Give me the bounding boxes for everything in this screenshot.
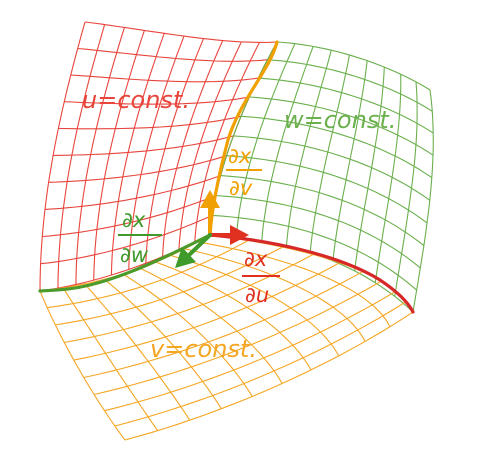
v-surface-grid-line (55, 246, 283, 326)
v-surface-grid-line (209, 234, 414, 313)
u-const-label: u=const. (82, 86, 190, 114)
v-surface-grid-line (139, 267, 283, 384)
u-surface-grid-line (42, 194, 217, 238)
w-surface-grid-line (209, 234, 414, 313)
v-surface-grid-line (114, 300, 407, 427)
u-surface-grid-line (44, 175, 221, 210)
u-surface-grid-line (70, 74, 259, 83)
v-surface-grid-line (155, 261, 312, 371)
u-surface-grid-line (110, 33, 165, 276)
dx-dw-label: ∂x ∂w (118, 208, 162, 267)
v-surface-grid-line (64, 254, 314, 344)
u-surface-grid-line (53, 135, 234, 156)
v-surface-grid-line (62, 287, 159, 431)
dx-dv-denominator: ∂v (229, 176, 253, 200)
v-const-surface-grid (39, 234, 414, 441)
v-surface-grid-line (197, 241, 391, 328)
w-surface-grid-line (276, 41, 431, 91)
u-surface-grid-line (48, 155, 227, 183)
w-surface-grid-line (215, 194, 421, 269)
v-surface-grid-line (170, 254, 340, 357)
dx-dv-arrow (200, 190, 220, 237)
w-coordinate-curve (38, 233, 212, 293)
v-surface-grid-line (122, 273, 253, 397)
dx-dw-numerator: ∂x (122, 208, 146, 232)
dx-dv-numerator: ∂x (228, 144, 252, 168)
u-surface-grid-line (209, 41, 278, 236)
w-const-label: w=const. (284, 106, 396, 134)
w-surface-grid-line (285, 50, 332, 247)
v-surface-grid-line (104, 278, 222, 409)
w-surface-grid-line (233, 135, 431, 201)
w-surface-grid-line (212, 214, 418, 291)
v-surface-grid-line (84, 283, 191, 421)
u-surface-grid-line (64, 96, 250, 105)
v-surface-grid-line (104, 290, 397, 412)
v-coordinate-curve (208, 40, 279, 237)
dx-du-numerator: ∂x (244, 247, 268, 271)
u-surface-grid-line (145, 38, 205, 264)
u-surface-grid-line (58, 115, 242, 130)
v-surface-grid-line (93, 280, 382, 396)
v-surface-grid-line (39, 290, 126, 441)
v-surface-grid-line (124, 311, 414, 441)
dx-du-denominator: ∂u (245, 283, 269, 307)
w-surface-grid-line (258, 77, 434, 134)
u-surface-grid-line (40, 214, 213, 265)
w-surface-grid-line (240, 115, 433, 179)
u-surface-grid-line (84, 21, 278, 43)
u-surface-grid-line (77, 47, 268, 62)
u-surface-grid-line (75, 27, 126, 285)
dx-dw-arrow (175, 233, 212, 268)
w-surface-grid-line (209, 41, 278, 236)
dx-du-label: ∂x ∂u (242, 247, 280, 307)
dx-dv-label: ∂x ∂v (226, 144, 262, 200)
w-surface-grid-line (249, 96, 434, 156)
v-surface-grid-line (184, 248, 366, 342)
w-surface-grid-line (226, 155, 428, 224)
v-surface-grid-line (73, 262, 341, 361)
u-surface-grid-line (57, 24, 106, 289)
v-const-label: v=const. (150, 335, 257, 363)
u-surface-grid-line (39, 21, 86, 292)
w-surface-grid-line (267, 59, 433, 112)
dx-du-arrow (208, 225, 249, 245)
v-surface-grid-line (47, 240, 249, 309)
w-surface-grid-line (220, 175, 425, 246)
v-surface-grid-line (83, 271, 363, 379)
dx-dw-denominator: ∂w (120, 243, 149, 267)
u-coordinate-curve (208, 233, 415, 314)
